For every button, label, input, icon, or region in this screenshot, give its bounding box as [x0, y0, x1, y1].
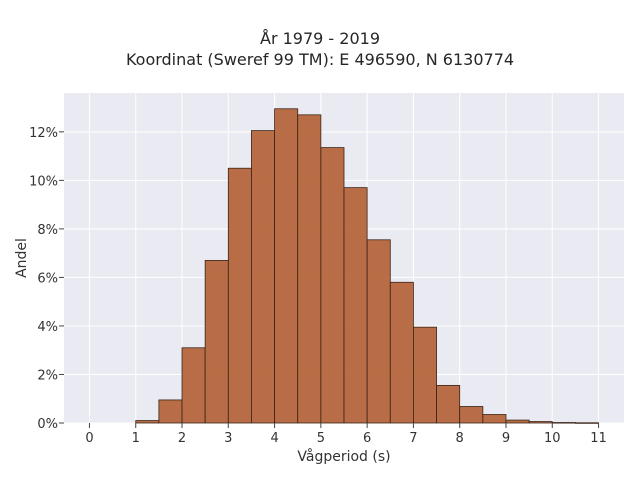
histogram-bar: [181, 347, 206, 424]
y-tick-label: 4%: [37, 320, 58, 335]
y-ticks: 0% 2% 4% 6% 8% 10% 12%: [29, 126, 64, 432]
histogram-bar: [227, 167, 252, 424]
histogram-bar: [505, 419, 530, 424]
x-tick-label: 11: [590, 431, 607, 446]
y-tick-label: 8%: [37, 223, 58, 238]
histogram-bar: [251, 130, 275, 424]
histogram-bar: [482, 414, 507, 424]
y-tick-label: 2%: [37, 368, 58, 383]
x-tick-label: 8: [456, 431, 464, 446]
x-tick-label: 7: [409, 431, 417, 446]
histogram-bar: [551, 422, 576, 424]
x-axis-label: Vågperiod (s): [297, 448, 390, 465]
x-tick-label: 9: [502, 431, 510, 446]
histogram-bar: [436, 384, 461, 424]
x-tick-label: 4: [270, 431, 278, 446]
x-tick-label: 1: [132, 431, 140, 446]
x-tick-label: 10: [544, 431, 561, 446]
x-tick-label: 5: [317, 431, 325, 446]
x-tick-label: 0: [85, 431, 93, 446]
y-tick-label: 6%: [37, 271, 58, 286]
histogram-bar: [274, 108, 299, 424]
y-tick-label: 12%: [29, 126, 58, 141]
histogram-bar: [413, 326, 437, 424]
histogram-bar: [320, 147, 345, 424]
histogram-bar: [204, 260, 229, 424]
histogram-bar: [135, 420, 160, 424]
histogram-bar: [459, 406, 484, 424]
histogram-bar: [158, 399, 183, 424]
histogram-bar: [343, 187, 368, 424]
y-tick-label: 10%: [29, 174, 58, 189]
x-tick-label: 6: [363, 431, 371, 446]
bars: [135, 108, 599, 424]
histogram-bar: [575, 422, 599, 424]
chart-title: År 1979 - 2019: [260, 29, 380, 48]
x-tick-label: 2: [178, 431, 186, 446]
chart-subtitle: Koordinat (Sweref 99 TM): E 496590, N 61…: [125, 50, 515, 69]
histogram-bar: [528, 421, 553, 424]
histogram-bar: [297, 114, 322, 424]
y-tick-label: 0%: [37, 417, 58, 432]
y-axis-label: Andel: [14, 238, 30, 278]
histogram-bar: [389, 281, 414, 424]
x-ticks: 0 1 2 3 4 5 6 7 8 9 10 11: [85, 423, 607, 446]
x-tick-label: 3: [224, 431, 232, 446]
histogram-bar: [366, 239, 391, 424]
